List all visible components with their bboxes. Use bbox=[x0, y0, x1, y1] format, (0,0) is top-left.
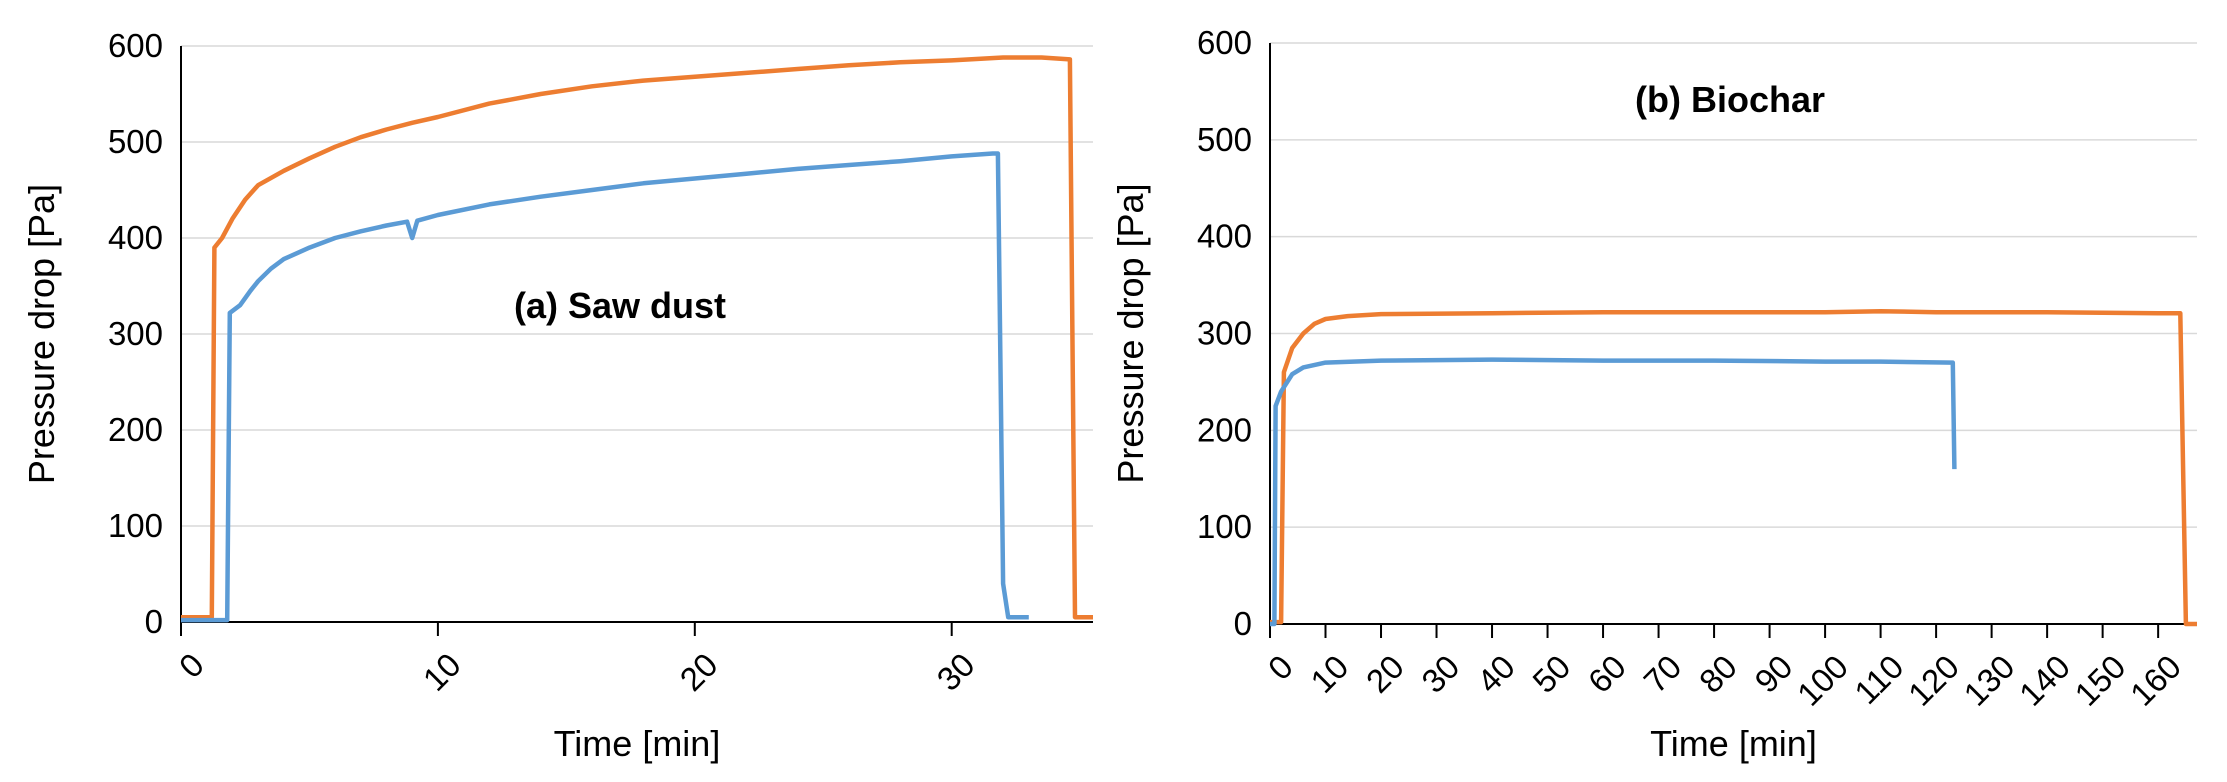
panel-a-x-tick-label: 30 bbox=[929, 646, 981, 698]
panel-b-x-tick-label: 50 bbox=[1525, 648, 1577, 700]
panel-b-y-tick-label: 0 bbox=[1234, 605, 1252, 642]
panel-a-y-tick-label: 100 bbox=[108, 507, 163, 544]
panel-b-x-tick-label: 160 bbox=[2123, 648, 2188, 713]
panel-b-x-tick-label: 80 bbox=[1692, 648, 1744, 700]
panel-b-x-tick-label: 120 bbox=[1901, 648, 1966, 713]
panel-b-x-tick-label: 60 bbox=[1581, 648, 1633, 700]
panel-b-series-orange-line bbox=[1270, 308, 2197, 627]
panel-b-y-axis-title: Pressure drop [Pa] bbox=[1110, 183, 1151, 483]
panel-a-series-orange-line bbox=[181, 55, 1093, 620]
panel-b-x-tick-label: 10 bbox=[1303, 648, 1355, 700]
panel-a-title: (a) Saw dust bbox=[514, 285, 726, 326]
panel-b-x-tick-label: 70 bbox=[1636, 648, 1688, 700]
panel-a-x-tick-label: 20 bbox=[673, 646, 725, 698]
panel-a-x-tick-label: 0 bbox=[172, 646, 211, 685]
panel-a-x-axis-title: Time [min] bbox=[554, 723, 721, 764]
panel-b-x-axis-title: Time [min] bbox=[1650, 723, 1817, 764]
panel-a-y-tick-label: 300 bbox=[108, 315, 163, 352]
panel-b-x-tick-label: 100 bbox=[1790, 648, 1855, 713]
panel-a-y-tick-label: 500 bbox=[108, 123, 163, 160]
panel-b-x-tick-label: 0 bbox=[1261, 648, 1300, 687]
panel-a-chart: 0 100 200 300 400 500 600 0 10 20 30 Time [min] Pres… bbox=[21, 27, 1093, 764]
panel-b-x-tick-label: 30 bbox=[1414, 648, 1466, 700]
panel-a-x-tick-label: 10 bbox=[416, 646, 468, 698]
panel-b-title: (b) Biochar bbox=[1635, 79, 1825, 120]
panel-a-y-tick-label: 600 bbox=[108, 27, 163, 64]
panel-a-series-blue-line bbox=[181, 151, 1029, 623]
panel-b-x-tick-label: 110 bbox=[1847, 648, 1910, 711]
panel-b-series-blue-line bbox=[1270, 357, 1957, 627]
panel-b-y-tick-label: 200 bbox=[1197, 411, 1252, 448]
panel-b-y-tick-label: 300 bbox=[1197, 315, 1252, 352]
panel-a-y-axis-title: Pressure drop [Pa] bbox=[21, 184, 62, 484]
panel-b-y-tick-label: 500 bbox=[1197, 121, 1252, 158]
panel-b-x-tick-label: 20 bbox=[1359, 648, 1411, 700]
panel-b-y-tick-label: 600 bbox=[1197, 24, 1252, 61]
panel-b-x-tick-label: 140 bbox=[2012, 648, 2077, 713]
panel-b-x-tick-label: 90 bbox=[1747, 648, 1799, 700]
panel-a-y-tick-label: 400 bbox=[108, 219, 163, 256]
panel-a-y-tick-label: 0 bbox=[145, 603, 163, 640]
panel-b-y-tick-label: 100 bbox=[1197, 508, 1252, 545]
panel-b-y-tick-label: 400 bbox=[1197, 218, 1252, 255]
panel-a-y-tick-label: 200 bbox=[108, 411, 163, 448]
panel-b-x-tick-label: 130 bbox=[1956, 648, 2021, 713]
panel-b-x-tick-label: 40 bbox=[1470, 648, 1522, 700]
panel-b-x-tick-label: 150 bbox=[2067, 648, 2132, 713]
